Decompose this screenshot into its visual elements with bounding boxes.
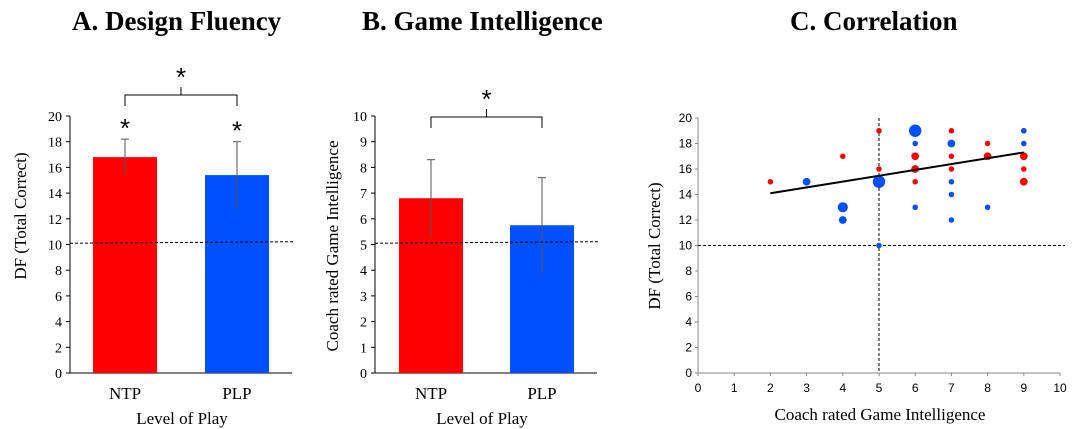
chart-c-point-blue: [948, 191, 955, 198]
chart-c-trendline: [770, 151, 1024, 195]
chart-b-y-tick-label: 1: [360, 341, 367, 356]
chart-c-x-tick-label: 9: [1020, 381, 1027, 395]
chart-c-point-red: [911, 152, 920, 161]
chart-c-point-red: [767, 179, 774, 185]
chart-a-y-tick-label: 16: [48, 161, 62, 176]
chart-a-reference-line: [69, 241, 295, 244]
chart-b-xlabel: Level of Play: [436, 409, 528, 428]
chart-c-x-tick-label: 6: [912, 381, 919, 395]
chart-c-point-blue: [1021, 140, 1027, 147]
chart-c-y-tick-label: 20: [679, 111, 693, 125]
chart-c-title: C. Correlation: [790, 6, 958, 36]
chart-c-ylabel: DF (Total Correct): [645, 182, 664, 309]
chart-c-point-red: [912, 179, 918, 185]
chart-a-xlabel: Level of Play: [136, 409, 228, 428]
chart-c-point-red: [876, 166, 882, 172]
chart-c-point-blue: [912, 140, 918, 147]
chart-c-y-tick-label: 2: [685, 341, 692, 355]
chart-c-y-tick-label: 10: [679, 239, 693, 253]
chart-a-y-tick-label: 0: [55, 367, 62, 382]
chart-a: DF (Total Correct) Level of Play 0 2 4 6 8 10…: [11, 62, 295, 428]
chart-a-y-tick-label: 20: [48, 110, 62, 125]
chart-a-comparison-bracket: [124, 94, 238, 106]
chart-c-point-red: [984, 140, 991, 147]
chart-c-point-blue: [909, 124, 922, 137]
chart-c-point-blue: [838, 216, 847, 224]
chart-b-y-tick-label: 2: [360, 316, 367, 331]
chart-c-y-tick-label: 14: [679, 188, 693, 202]
chart-a-y-tick-label: 2: [55, 341, 62, 356]
chart-c-x-tick-label: 10: [1053, 381, 1067, 395]
chart-b-y-tick-label: 8: [360, 161, 367, 176]
chart-c-point-blue: [948, 217, 955, 223]
chart-a-y-tick-label: 14: [48, 187, 62, 202]
chart-b-y-tick-label: 6: [360, 213, 367, 228]
chart-a-y-tick-label: 12: [48, 213, 62, 228]
chart-c-x-tick-label: 2: [767, 381, 774, 395]
chart-c: DF (Total Correct) Coach rated Game Inte…: [645, 111, 1067, 424]
chart-a-y-tick-label: 6: [55, 290, 62, 305]
chart-a-bar-ntp: [93, 157, 157, 373]
chart-c-point-blue: [947, 139, 956, 148]
chart-b-comparison-bracket: [430, 116, 543, 128]
chart-b-y-tick-label: 5: [360, 239, 367, 254]
chart-c-x-tick-label: 4: [839, 381, 846, 395]
chart-c-x-tick-label: 8: [984, 381, 991, 395]
chart-c-point-blue: [912, 204, 918, 210]
chart-c-y-tick-label: 6: [685, 290, 692, 304]
chart-c-point-blue: [948, 179, 955, 185]
chart-c-point-red: [1019, 152, 1028, 161]
chart-c-y-tick-label: 12: [679, 213, 693, 227]
chart-c-point-blue: [1021, 128, 1027, 134]
chart-a-y-tick-label: 4: [55, 316, 62, 331]
chart-c-x-tick-label: 5: [876, 381, 883, 395]
chart-c-point-blue: [876, 242, 882, 249]
chart-b-y-tick-label: 4: [360, 264, 367, 279]
chart-b-x-tick-label: NTP: [415, 384, 447, 403]
chart-c-point-red: [948, 128, 955, 134]
chart-b-y-tick-label: 7: [360, 187, 367, 202]
chart-b-title: B. Game Intelligence: [362, 6, 603, 36]
chart-a-x-tick-label: NTP: [109, 384, 141, 403]
chart-c-y-tick-label: 8: [685, 264, 692, 278]
chart-a-x-tick-label: PLP: [222, 384, 251, 403]
chart-b-y-tick-label: 10: [353, 110, 367, 125]
chart-b-comparison-marker: *: [481, 84, 491, 114]
chart-c-y-tick-label: 4: [685, 315, 692, 329]
chart-a-bar-marker: *: [120, 113, 130, 143]
chart-c-point-red: [1021, 166, 1027, 172]
chart-c-point-red: [948, 166, 955, 172]
chart-a-title: A. Design Fluency: [72, 6, 282, 36]
chart-b-y-tick-label: 9: [360, 136, 367, 151]
chart-c-x-tick-label: 1: [731, 381, 738, 395]
chart-c-point-blue: [837, 202, 848, 213]
chart-a-comparison-marker: *: [176, 62, 186, 92]
chart-b-y-tick-label: 0: [360, 367, 367, 382]
chart-b-reference-line: [374, 241, 600, 244]
chart-c-y-tick-label: 18: [679, 137, 693, 151]
chart-c-x-tick-label: 3: [803, 381, 810, 395]
chart-c-point-blue: [984, 204, 991, 210]
chart-c-point-blue: [802, 177, 811, 186]
chart-a-y-tick-label: 18: [48, 136, 62, 151]
chart-b-y-tick-label: 3: [360, 290, 367, 305]
chart-b-ylabel: Coach rated Game Intelligence: [323, 141, 342, 352]
chart-c-xlabel: Coach rated Game Intelligence: [775, 405, 986, 424]
chart-c-y-tick-label: 0: [685, 366, 692, 380]
chart-b-x-tick-label: PLP: [527, 384, 556, 403]
chart-c-point-red: [948, 153, 955, 159]
chart-c-point-red: [1019, 177, 1028, 186]
chart-b: Coach rated Game Intelligence Level of P…: [323, 84, 600, 428]
chart-c-point-red: [876, 128, 882, 134]
chart-a-bar-marker: *: [232, 116, 242, 146]
chart-c-y-tick-label: 16: [679, 162, 693, 176]
chart-c-x-tick-label: 0: [695, 381, 702, 395]
chart-a-y-tick-label: 10: [48, 239, 62, 254]
chart-c-point-blue: [872, 175, 886, 188]
chart-c-point-red: [840, 153, 846, 159]
chart-a-ylabel: DF (Total Correct): [11, 152, 30, 279]
chart-c-x-tick-label: 7: [948, 381, 955, 395]
chart-a-y-tick-label: 8: [55, 264, 62, 279]
